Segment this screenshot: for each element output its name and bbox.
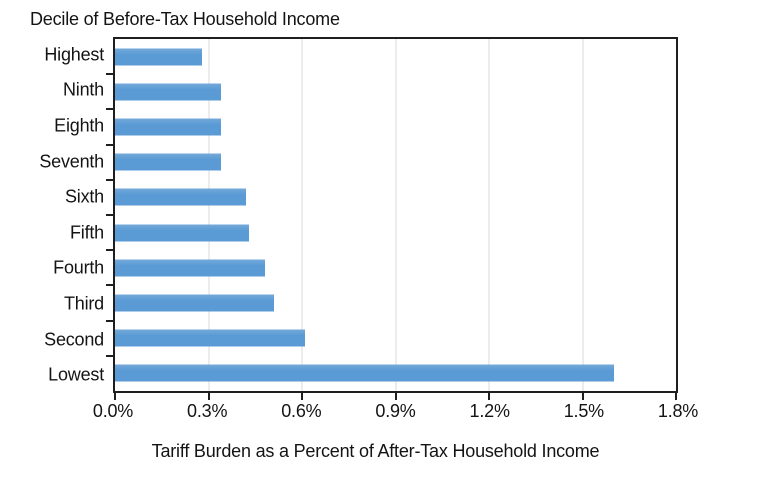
bar-third [115, 294, 274, 312]
y-axis-label-second: Second [44, 329, 104, 350]
x-axis-tick-label: 1.5% [563, 401, 604, 421]
gridline [395, 39, 396, 391]
x-axis-tick [675, 391, 677, 400]
y-axis-tick [106, 354, 113, 357]
y-axis-label-fourth: Fourth [53, 257, 104, 278]
x-axis-tick-labels: 0.0% 0.3% 0.6% 0.9% 1.2% 1.5% 1.8% [93, 401, 698, 425]
y-axis-label-lowest: Lowest [48, 364, 104, 385]
y-axis-label-highest: Highest [44, 44, 104, 65]
y-axis-tick [106, 284, 113, 287]
x-axis-tick [394, 391, 397, 400]
y-axis-label-fifth: Fifth [69, 222, 104, 243]
y-axis-label-eighth: Eighth [54, 115, 104, 136]
bar-fifth [115, 224, 250, 242]
bar-eighth [115, 118, 221, 136]
y-axis-label-sixth: Sixth [64, 186, 104, 207]
x-axis-tick [114, 391, 116, 400]
gridline [582, 39, 583, 391]
bar-fourth [115, 259, 265, 277]
gridline [301, 39, 303, 391]
y-axis-tick [106, 143, 113, 146]
y-axis-tick [106, 249, 113, 252]
x-axis-tick-label: 0.0% [92, 401, 134, 421]
x-axis-tick [207, 391, 210, 400]
y-axis-tick [106, 319, 113, 322]
x-axis-tick-label: 1.8% [657, 401, 699, 421]
x-axis-tick [488, 391, 490, 400]
x-axis-title: Tariff Burden as a Percent of After-Tax … [151, 441, 600, 461]
y-axis-tick [106, 214, 113, 216]
y-axis-label-seventh: Seventh [39, 151, 104, 172]
x-axis-tick [581, 391, 584, 400]
plot-area [106, 37, 678, 400]
y-axis-tick [106, 73, 113, 76]
bar-ninth [115, 83, 221, 101]
gridline [208, 39, 209, 391]
y-axis-label-ninth: Ninth [62, 79, 104, 100]
y-axis-tick [106, 108, 113, 111]
bar-lowest [115, 364, 614, 382]
y-axis-label-third: Third [63, 293, 104, 314]
y-axis-labels: Highest Ninth Eighth Seventh Sixth Fifth Fourt… [0, 37, 104, 393]
bar-second [115, 329, 306, 347]
x-axis-tick-label: 1.2% [469, 401, 510, 421]
x-axis-tick-label: 0.9% [375, 401, 416, 421]
y-axis-tick [106, 178, 113, 181]
x-axis-tick [301, 391, 303, 400]
bar-highest [115, 48, 203, 66]
x-axis-tick-label: 0.3% [187, 401, 228, 421]
bar-seventh [115, 153, 221, 171]
gridline [488, 39, 490, 391]
chart-title: Decile of Before-Tax Household Income [30, 9, 340, 29]
x-axis-tick-label: 0.6% [281, 401, 322, 421]
bar-sixth [115, 188, 246, 206]
